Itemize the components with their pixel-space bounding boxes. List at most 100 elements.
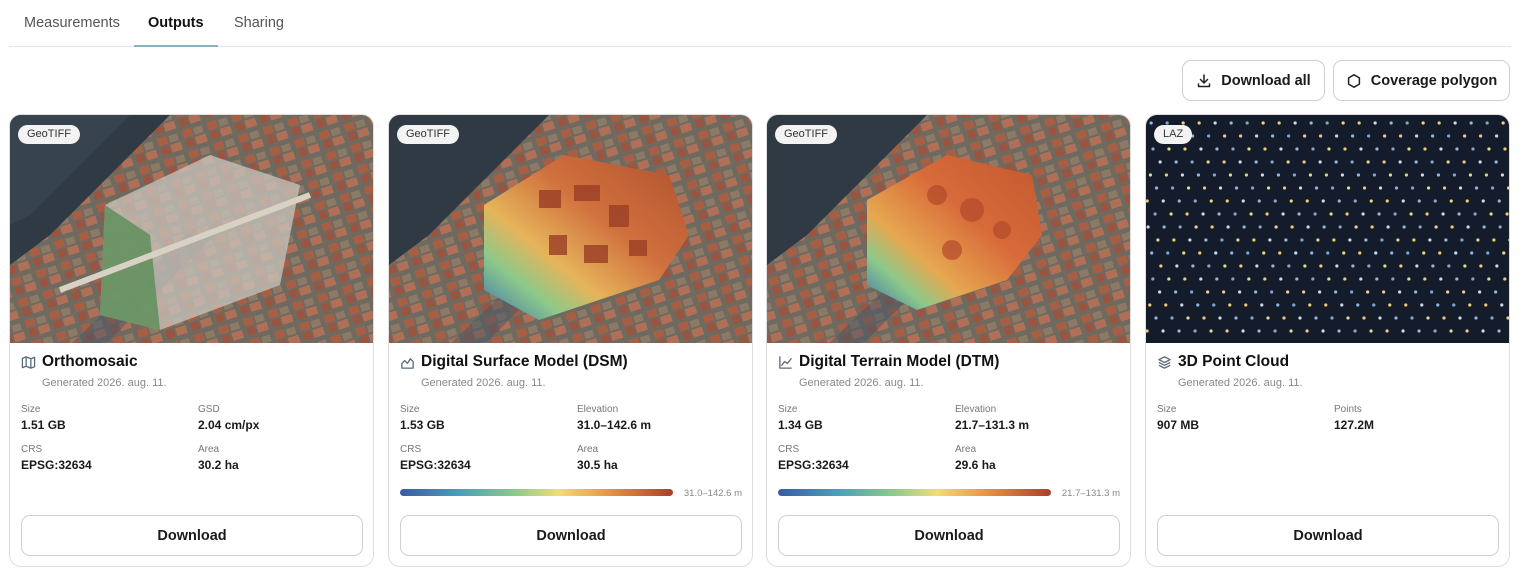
point-cloud-dot (1196, 303, 1200, 307)
point-cloud-dot (1420, 303, 1424, 307)
point-cloud-dot (1470, 251, 1474, 255)
point-cloud-dot (1422, 251, 1426, 255)
point-cloud-dot (1247, 277, 1251, 281)
point-cloud-dot (1372, 173, 1377, 177)
point-cloud-dot (1345, 212, 1349, 216)
point-cloud-dot (1369, 329, 1373, 333)
size-value: 1.53 GB (400, 418, 445, 432)
point-cloud-dot (1418, 225, 1422, 229)
point-cloud-dot (1206, 160, 1210, 164)
point-cloud-dot (1335, 264, 1339, 268)
point-cloud-dot (1375, 277, 1379, 281)
layers-icon (1158, 355, 1171, 369)
point-cloud-dot (1453, 121, 1457, 125)
download-button[interactable]: Download (778, 515, 1120, 556)
point-cloud-dot (1271, 264, 1275, 268)
point-cloud-dot (1375, 147, 1379, 151)
point-cloud-dot (1146, 199, 1149, 203)
point-cloud-dot (1354, 225, 1358, 229)
point-cloud-dot (1399, 134, 1403, 138)
point-cloud-dot (1439, 147, 1443, 151)
point-cloud-dot (1150, 251, 1154, 255)
coverage-polygon-button[interactable]: Coverage polygon (1333, 60, 1510, 101)
point-cloud-dot (1325, 121, 1329, 125)
point-cloud-dot (1303, 264, 1307, 268)
point-cloud-dot (1389, 121, 1393, 125)
point-cloud-dot (1462, 290, 1466, 294)
point-cloud-dot (1245, 121, 1249, 125)
coverage-polygon-label: Coverage polygon (1370, 72, 1498, 89)
point-cloud-dot (1324, 173, 1329, 177)
point-cloud-dot (1230, 251, 1234, 255)
point-cloud-dot (1356, 173, 1361, 177)
point-cloud-dot (1414, 160, 1418, 164)
point-cloud-dot (1342, 251, 1346, 255)
point-cloud-dot (1407, 147, 1411, 151)
point-cloud-dot (1183, 277, 1187, 281)
point-cloud-dot (1266, 186, 1271, 190)
point-cloud-dot (1153, 212, 1157, 216)
point-cloud-dot (1249, 212, 1253, 216)
point-cloud-dot (1321, 199, 1325, 203)
point-cloud-dot (1497, 329, 1501, 333)
download-button[interactable]: Download (21, 515, 363, 556)
point-cloud-dot (1262, 251, 1266, 255)
point-cloud-dot (1222, 290, 1226, 294)
point-cloud-dot (1359, 147, 1363, 151)
card-title: 3D Point Cloud (1178, 353, 1290, 370)
points-value: 127.2M (1334, 418, 1375, 432)
point-cloud-dot (1215, 147, 1219, 151)
download-button[interactable]: Download (1157, 515, 1499, 556)
point-cloud-dot (1289, 329, 1293, 333)
point-cloud-dot (1404, 303, 1408, 307)
point-cloud-dot (1257, 329, 1261, 333)
point-cloud-dot (1228, 303, 1232, 307)
tab-outputs[interactable]: Outputs (134, 0, 218, 47)
point-cloud-dot (1439, 277, 1443, 281)
point-cloud-dot (1201, 212, 1205, 216)
point-cloud-dot (1266, 316, 1270, 320)
point-cloud-dot (1503, 147, 1507, 151)
point-cloud-dot (1199, 277, 1203, 281)
point-cloud-dot (1494, 160, 1498, 164)
point-cloud-dot (1498, 225, 1502, 229)
point-cloud-dot (1390, 251, 1394, 255)
point-cloud-dot (1261, 121, 1265, 125)
point-cloud-dot (1362, 186, 1367, 190)
point-cloud-dot (1161, 329, 1165, 333)
point-cloud-dot (1458, 316, 1462, 320)
point-cloud-dot (1438, 251, 1442, 255)
point-cloud-dot (1148, 303, 1152, 307)
point-cloud-dot (1484, 303, 1488, 307)
point-cloud-dot (1319, 134, 1323, 138)
card-title: Orthomosaic (42, 353, 138, 370)
surface-chart-icon (401, 357, 414, 369)
point-cloud-dot (1495, 134, 1499, 138)
tab-measurements[interactable]: Measurements (24, 15, 120, 31)
point-cloud-dot (1218, 316, 1222, 320)
point-cloud-dot (1388, 303, 1392, 307)
download-all-button[interactable]: Download all (1182, 60, 1325, 101)
point-cloud-dot (1401, 329, 1405, 333)
point-cloud-dot (1308, 303, 1312, 307)
download-button[interactable]: Download (400, 515, 742, 556)
crs-value: EPSG:32634 (400, 458, 471, 472)
point-cloud-dot (1233, 212, 1237, 216)
point-cloud-dot (1423, 277, 1427, 281)
point-cloud-dot (1181, 121, 1185, 125)
point-cloud-dot (1159, 264, 1163, 268)
point-cloud-dot (1382, 160, 1386, 164)
point-cloud-dot (1180, 173, 1185, 177)
point-cloud-dot (1279, 147, 1283, 151)
point-cloud-dot (1353, 199, 1357, 203)
crs-value: EPSG:32634 (21, 458, 92, 472)
point-cloud-dot (1260, 173, 1265, 177)
point-cloud-dot (1174, 290, 1178, 294)
point-cloud-dot (1177, 329, 1181, 333)
point-cloud-dot (1457, 212, 1461, 216)
point-cloud-dot (1367, 264, 1371, 268)
tab-sharing[interactable]: Sharing (234, 15, 284, 31)
point-cloud-dot (1306, 225, 1310, 229)
crs-label: CRS (400, 444, 422, 455)
point-cloud-dot (1506, 316, 1509, 320)
